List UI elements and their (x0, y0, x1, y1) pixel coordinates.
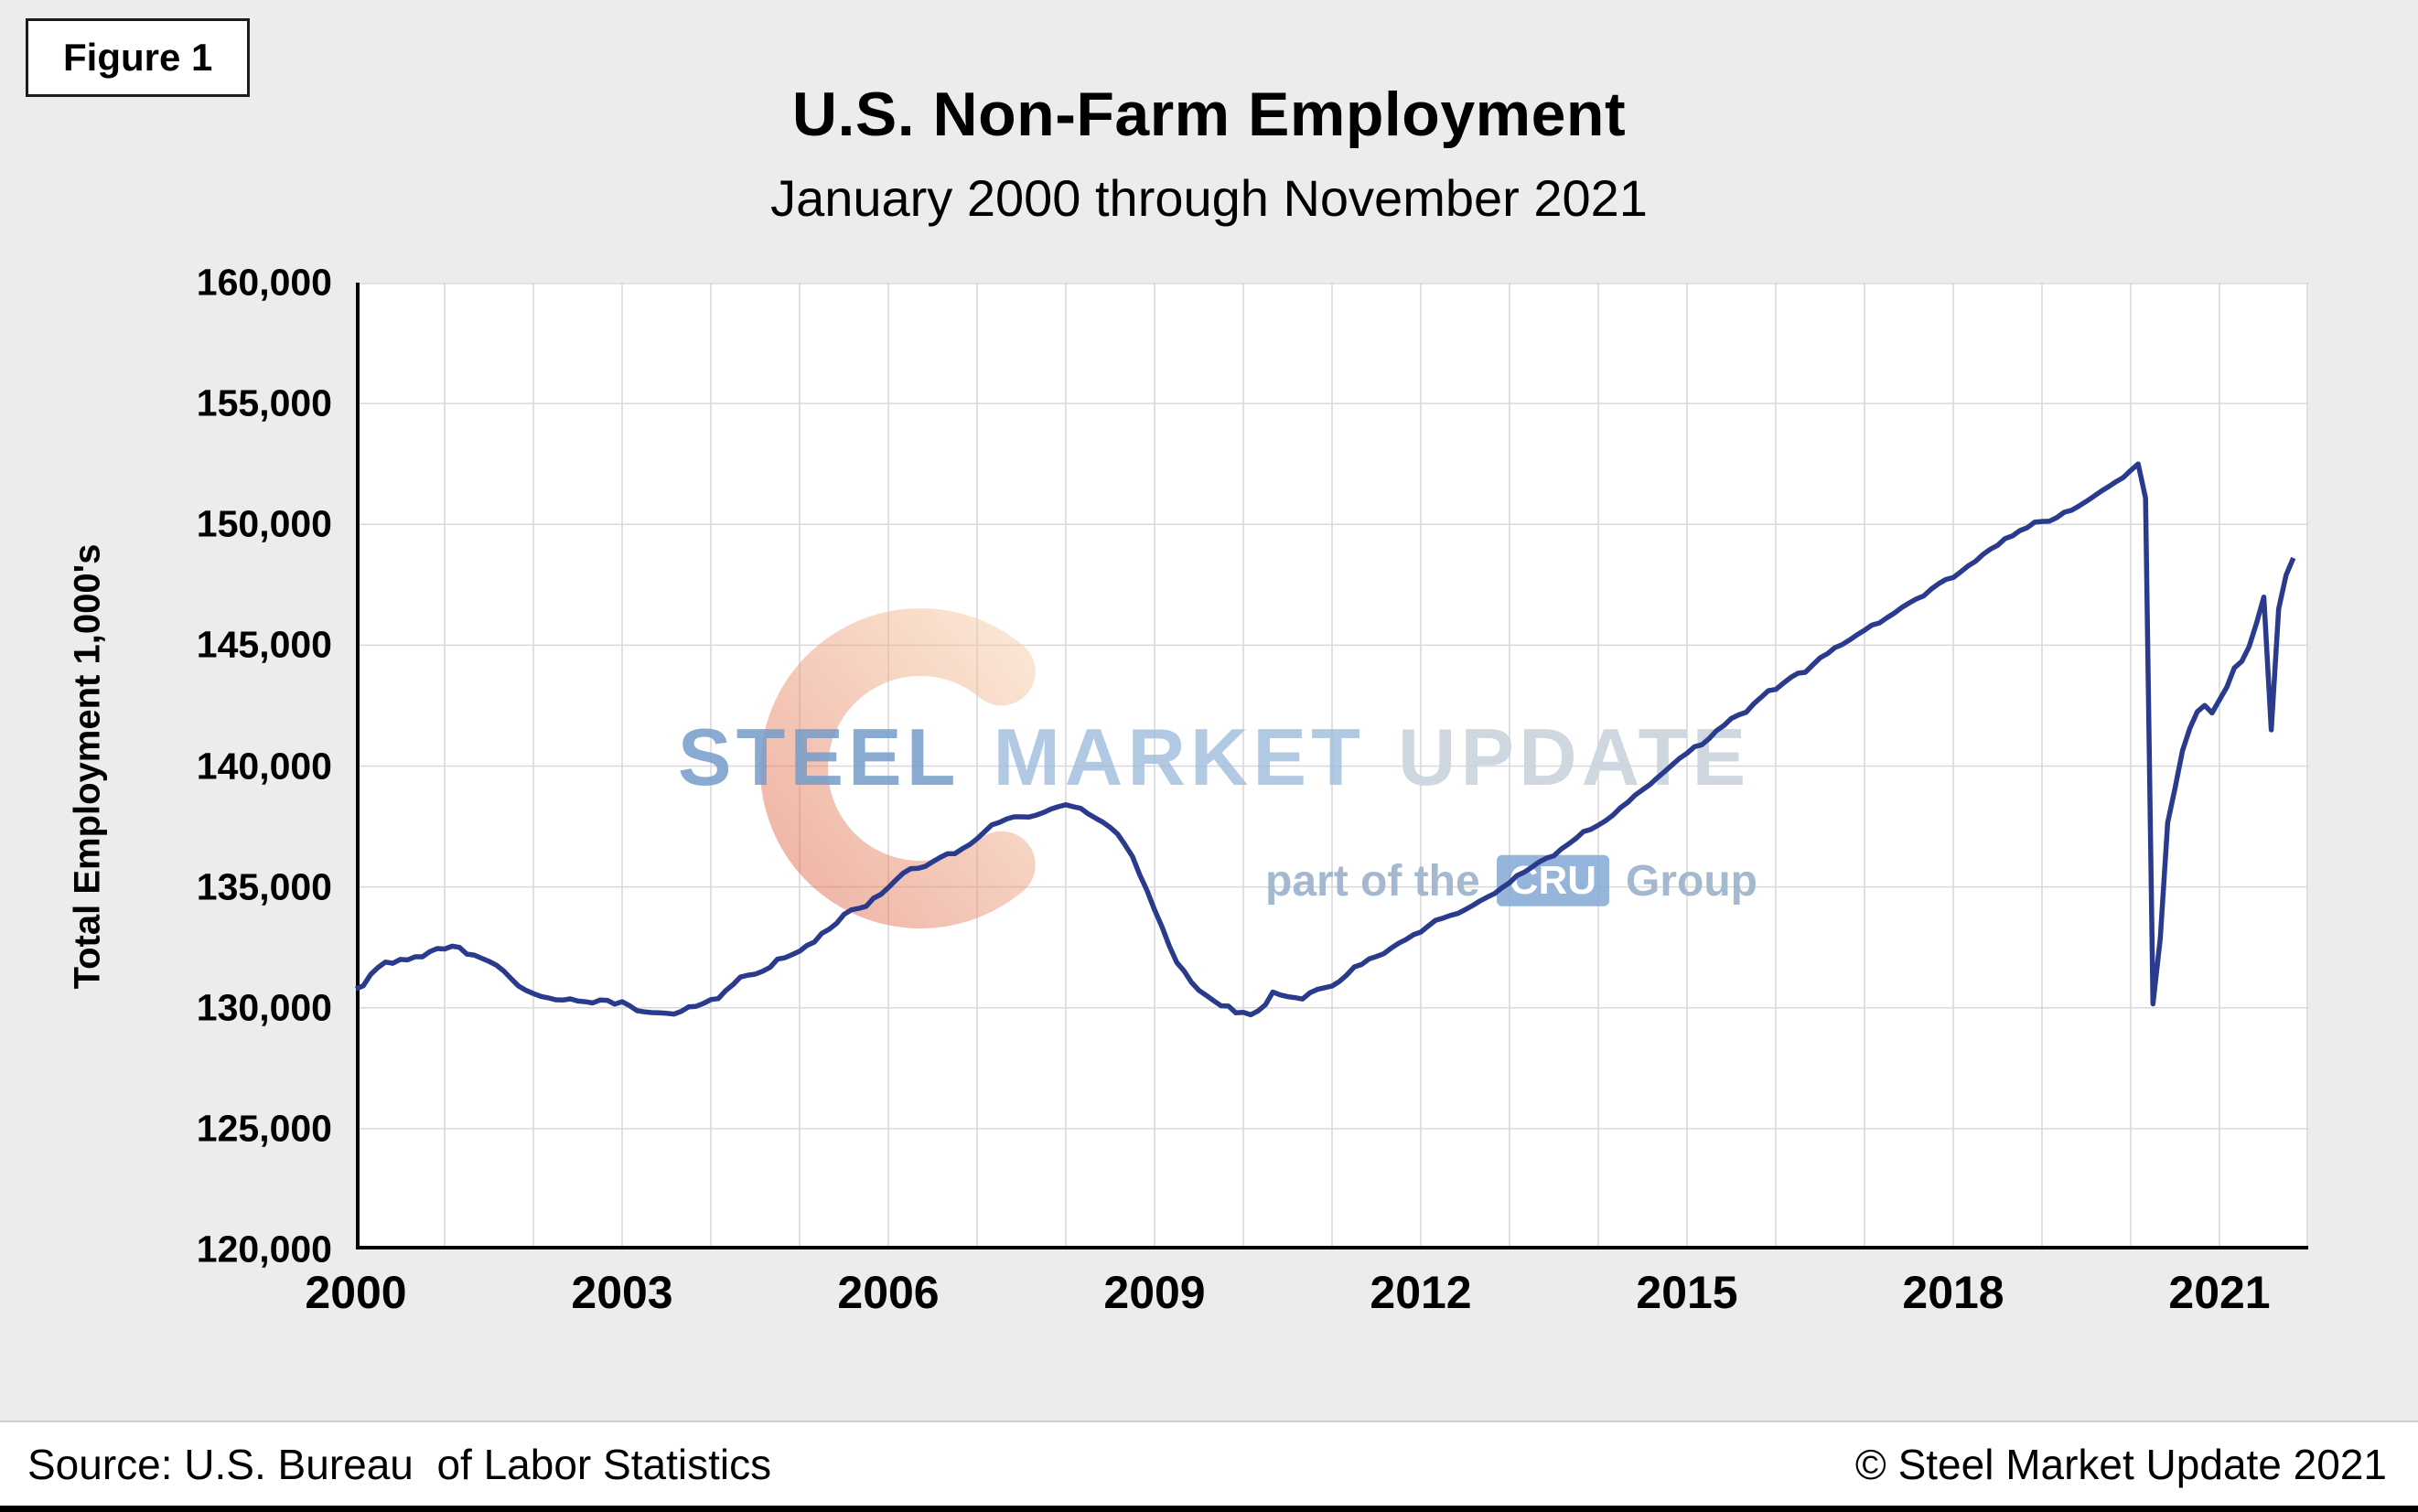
y-axis-tick-label: 160,000 (196, 261, 332, 304)
chart-title: U.S. Non-Farm Employment (791, 80, 1627, 149)
employment-line (354, 461, 2296, 1018)
y-axis-tick-label: 130,000 (196, 986, 332, 1029)
x-axis-tick-label: 2000 (305, 1267, 407, 1318)
wm-word-0: STEEL (677, 712, 961, 802)
x-axis-tick-label: 2021 (2168, 1267, 2271, 1318)
y-axis-tick-label: 155,000 (196, 381, 332, 424)
watermark-brand-text: STEEL MARKET UPDATE (661, 711, 1767, 804)
tagline-prefix: part of the (1265, 856, 1480, 906)
y-axis-title: Total Employment 1,000's (67, 543, 108, 990)
crescent-shape (760, 608, 1036, 928)
x-axis-tick-label: 2009 (1103, 1267, 1206, 1318)
copyright-text: © Steel Market Update 2021 (1854, 1440, 2387, 1488)
x-axis-tick-label: 2018 (1902, 1267, 2004, 1318)
x-axis-tick-label: 2006 (837, 1267, 940, 1318)
wm-word-1: MARKET (993, 712, 1365, 802)
watermark-tagline: part of the CRU Group (1265, 854, 1757, 907)
cru-logo: CRU (1496, 854, 1609, 907)
x-axis-tick-label: 2015 (1636, 1267, 1738, 1318)
smu-crescent-logo (760, 608, 1036, 928)
figure-label: Figure 1 (26, 18, 251, 97)
plot-area: STEEL MARKET UPDATE part of the CRU Group … (197, 262, 2308, 1318)
y-axis-tick-label: 120,000 (196, 1228, 332, 1271)
y-axis-tick-label: 150,000 (196, 502, 332, 545)
y-axis-tick-label: 140,000 (196, 745, 332, 787)
chart-subtitle: January 2000 through November 2021 (770, 169, 1648, 227)
y-axis-tick-label: 125,000 (196, 1107, 332, 1150)
wm-word-2: UPDATE (1397, 712, 1751, 802)
tagline-suffix: Group (1626, 856, 1757, 906)
y-axis-tick-label: 135,000 (196, 865, 332, 908)
watermark: STEEL MARKET UPDATE part of the CRU Group (356, 283, 2308, 1249)
x-axis-tick-label: 2012 (1370, 1267, 1472, 1318)
x-axis-tick-label: 2003 (571, 1267, 673, 1318)
source-text: Source: U.S. Bureau of Labor Statistics (27, 1440, 772, 1488)
data-line-layer (354, 283, 2308, 1249)
footer: Source: U.S. Bureau of Labor Statistics … (0, 1421, 2418, 1512)
y-axis-tick-label: 145,000 (196, 623, 332, 666)
